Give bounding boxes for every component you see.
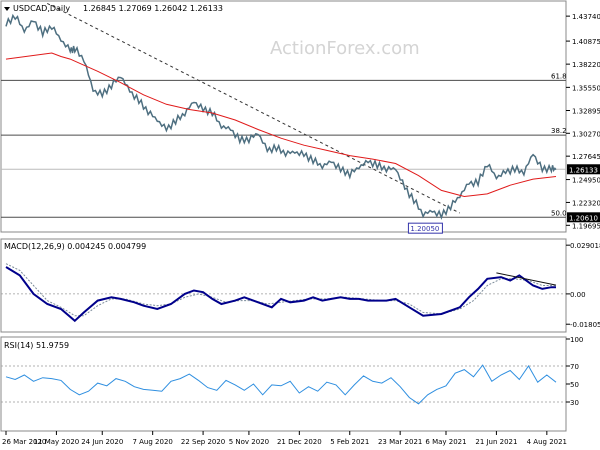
macd-trendline — [496, 272, 557, 286]
y-tick-label: 0.029018 — [570, 242, 600, 250]
rsi-label: RSI(14) 51.9759 — [4, 341, 69, 350]
x-tick-label: 5 Nov 2020 — [229, 438, 269, 446]
fib-value-label: 1.20610 — [569, 214, 598, 222]
fib-value-box — [567, 212, 600, 223]
trendline — [47, 2, 460, 214]
current-price-label: 1.26133 — [569, 166, 598, 174]
x-tick-label: 21 Jun 2021 — [475, 438, 517, 446]
collapse-triangle-icon[interactable] — [4, 7, 10, 11]
x-tick-label: 26 Mar 2020 — [2, 438, 46, 446]
y-tick-label: 1.19695 — [572, 222, 600, 230]
macd-label: MACD(12,26,9) 0.004245 0.004799 — [4, 242, 146, 251]
x-tick-label: 23 Mar 2021 — [378, 438, 422, 446]
y-tick-label: 1.38220 — [572, 61, 600, 69]
fib-level-label: 38.2 — [551, 127, 567, 135]
macd-line — [5, 266, 556, 323]
y-tick-label: -0.018055 — [570, 321, 600, 329]
y-tick-label: 30 — [570, 399, 579, 407]
symbol-label: USDCAD,Daily — [13, 4, 70, 13]
y-tick-label: 1.30270 — [572, 130, 600, 138]
low-price-box — [407, 222, 443, 234]
x-tick-label: 5 Feb 2021 — [330, 438, 369, 446]
current-price-box — [567, 164, 600, 175]
x-tick-label: 7 Aug 2020 — [132, 438, 172, 446]
y-tick-label: 1.40875 — [572, 38, 600, 46]
ohlc-label: 1.26845 1.27069 1.26042 1.26133 — [83, 4, 223, 13]
price-series-line — [5, 13, 557, 220]
x-tick-label: 24 Jun 2020 — [81, 438, 123, 446]
x-tick-label: 6 May 2021 — [425, 438, 466, 446]
moving-average-line — [5, 52, 557, 198]
y-tick-label: 70 — [570, 363, 579, 371]
y-tick-label: 1.35550 — [572, 84, 600, 92]
x-tick-label: 4 Aug 2021 — [527, 438, 567, 446]
macd-panel: MACD(12,26,9) 0.004245 0.004799 0.029018… — [0, 238, 600, 333]
y-tick-label: 1.43740 — [572, 13, 600, 21]
watermark: ActionForex.com — [270, 38, 420, 59]
y-tick-label: 1.22320 — [572, 199, 600, 207]
y-tick-label: 1.32895 — [572, 107, 600, 115]
y-tick-label: 1.27645 — [572, 153, 600, 161]
x-tick-label: 21 Dec 2020 — [277, 438, 322, 446]
price-panel: ActionForex.com USDCAD,Daily 1.26845 1.2… — [0, 0, 600, 234]
y-tick-label: 50 — [570, 381, 579, 389]
x-tick-label: 11 May 2020 — [34, 438, 80, 446]
macd-signal-line — [5, 263, 556, 317]
low-price-label: 1.20050 — [410, 225, 439, 233]
fib-level-label: 50.0 — [551, 209, 567, 217]
y-tick-label: 0.00 — [570, 291, 586, 299]
x-tick-label: 22 Sep 2020 — [181, 438, 225, 446]
y-tick-label: 100 — [570, 336, 583, 344]
y-tick-label: 1.24950 — [572, 177, 600, 185]
rsi-panel: RSI(14) 51.9759 100 70 50 30 — [0, 336, 583, 432]
fib-level-label: 61.8 — [551, 72, 567, 80]
rsi-line — [5, 364, 557, 405]
